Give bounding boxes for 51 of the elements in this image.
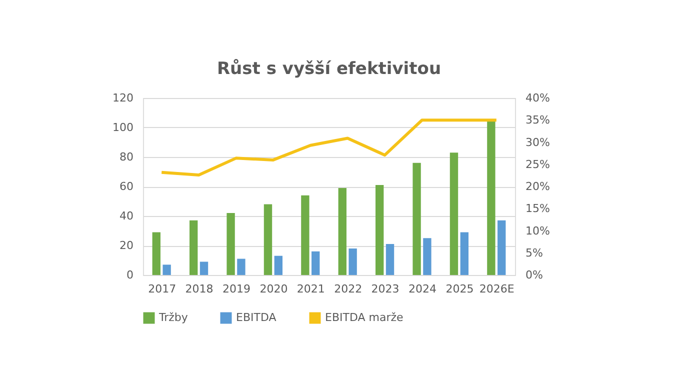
bar [460,232,468,275]
y-tick-label: 0 [126,268,134,282]
bar [152,232,160,275]
bar [423,238,432,275]
y2-tick-label: 15% [526,202,550,216]
bar [450,152,458,275]
x-tick-label: 2026E [479,282,514,296]
bar [312,251,320,275]
x-tick-label: 2018 [185,282,214,296]
bar [301,195,310,275]
bar [162,264,171,275]
y2-tick-label: 5% [526,246,543,260]
bar [274,256,282,275]
bar [487,120,496,275]
y-tick-label: 120 [112,92,134,104]
x-tick-label: 2023 [371,282,400,296]
x-tick-label: 2022 [334,282,362,296]
y2-tick-label: 20% [526,180,550,193]
bar [237,258,246,275]
y-tick-label: 80 [120,150,134,164]
y2-tick-label: 0% [526,268,543,282]
line-series [160,118,498,176]
x-tick-label: 2020 [260,282,288,296]
y2-tick-label: 40% [526,92,550,104]
bar [200,262,208,275]
y-tick-label: 60 [120,180,134,193]
x-tick-label: 2021 [296,282,325,296]
legend-label: Tržby [158,311,188,324]
bar [264,204,272,275]
legend-label: EBITDA marže [325,311,404,324]
y2-tick-label: 10% [526,224,550,238]
bar [226,213,235,275]
y-tick-label: 40 [120,210,134,222]
y-tick-label: 100 [112,121,134,134]
bar [498,220,506,275]
x-tick-label: 2024 [408,282,436,296]
y-tick-label: 20 [120,239,134,252]
chart-title: Růst s vyšší efektivitou [216,59,442,79]
y2-tick-label: 25% [526,158,550,171]
bar [386,244,394,275]
bar [338,188,346,275]
bar [376,185,384,275]
legend-label: EBITDA [236,311,277,324]
bar [412,162,421,275]
y2-tick-label: 35% [526,114,550,127]
x-tick-label: 2017 [148,282,176,296]
x-tick-label: 2019 [222,282,250,296]
x-tick-label: 2025 [446,282,474,296]
bar [348,248,357,275]
y2-tick-label: 30% [526,136,550,149]
bar [190,220,198,275]
